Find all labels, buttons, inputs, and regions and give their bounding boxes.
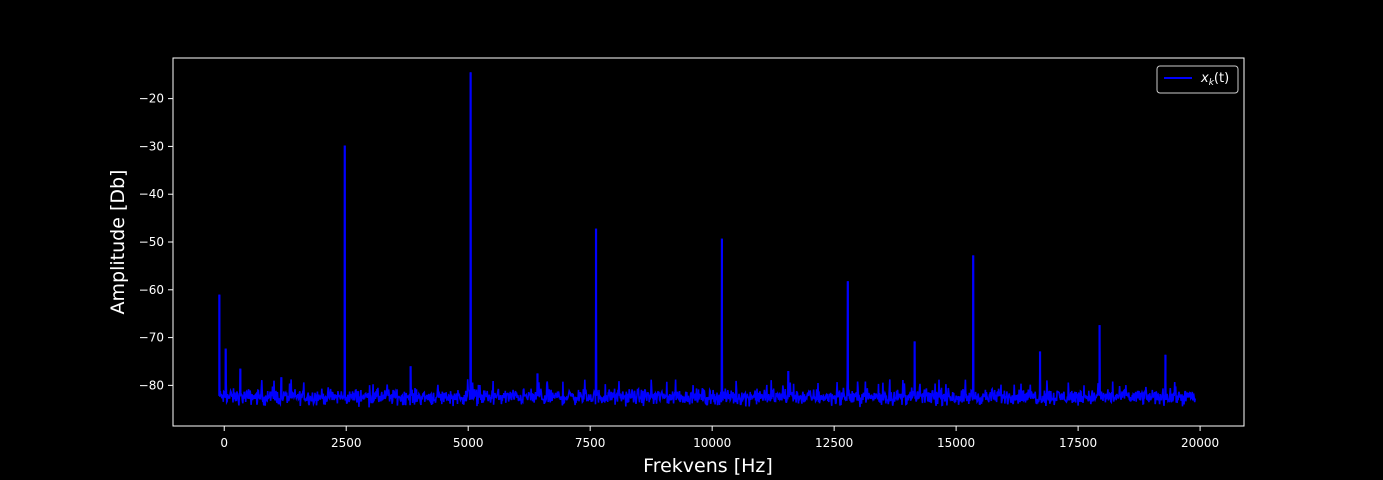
plot-area [218,72,1196,408]
legend-label-base: x [1200,71,1209,86]
x-tick-label: 10000 [693,436,731,450]
x-tick-label: 7500 [575,436,606,450]
legend-label-sub: k [1209,78,1215,88]
y-tick-label: −60 [139,283,164,297]
legend-label-tail: (t) [1214,71,1229,86]
y-axis: −80 −70 −60 −50 −40 −30 −20 [139,92,173,392]
x-axis: 0 2500 5000 7500 10000 12500 15000 17500 20000 [220,426,1219,450]
y-tick-label: −30 [139,139,164,153]
x-axis-label: Frekvens [Hz] [643,455,773,477]
y-tick-label: −50 [139,235,164,249]
x-tick-label: 15000 [937,436,975,450]
y-tick-label: −20 [139,92,164,106]
x-tick-label: 2500 [331,436,362,450]
y-tick-label: −70 [139,331,164,345]
legend-box [1156,65,1239,94]
legend-entry-label: xk(t) [1200,71,1229,88]
x-tick-label: 17500 [1059,436,1097,450]
legend: xk(t) [1156,65,1239,94]
x-tick-label: 0 [220,436,228,450]
y-tick-label: −40 [139,187,164,201]
x-tick-label: 5000 [453,436,484,450]
y-axis-label: Amplitude [Db] [107,170,129,315]
series-line [218,72,1196,408]
x-tick-label: 20000 [1181,436,1219,450]
x-tick-label: 12500 [815,436,853,450]
y-tick-label: −80 [139,378,164,392]
